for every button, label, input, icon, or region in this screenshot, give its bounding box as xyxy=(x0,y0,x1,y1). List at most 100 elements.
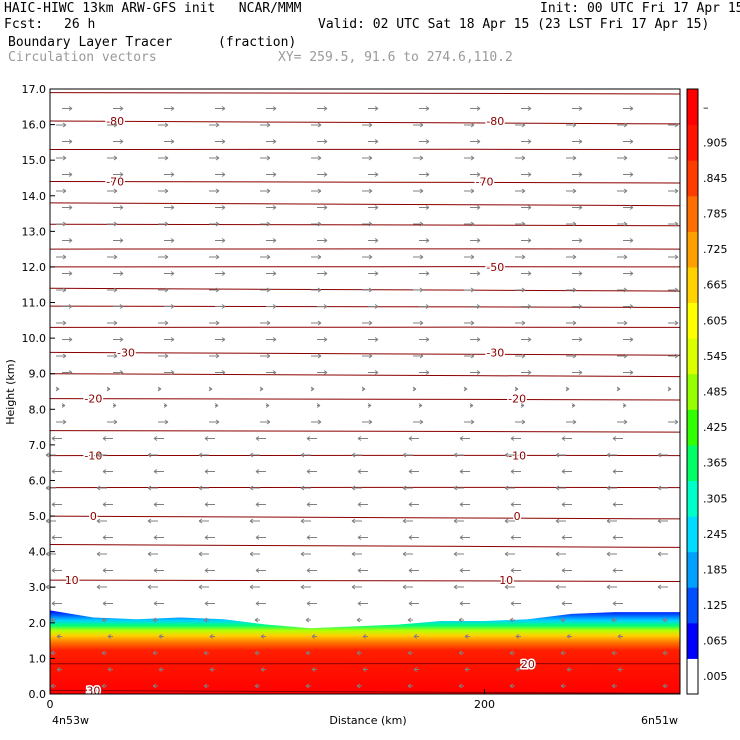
colorbar-label: .125 xyxy=(703,599,728,612)
wind-vector xyxy=(606,584,617,590)
wind-vector xyxy=(254,683,260,689)
wind-vector xyxy=(260,155,271,161)
wind-vector xyxy=(152,617,158,623)
wind-vector xyxy=(668,254,679,260)
wind-vector xyxy=(96,452,107,458)
colorbar-swatch xyxy=(687,444,698,481)
wind-vector xyxy=(510,469,521,474)
contour-label: -20 xyxy=(84,393,102,406)
wind-vector xyxy=(572,304,583,309)
wind-vector xyxy=(419,139,430,144)
wind-vector xyxy=(362,634,368,639)
wind-vector xyxy=(317,337,328,342)
temperature-contour xyxy=(49,430,681,433)
contour-label: -30 xyxy=(486,346,504,359)
wind-vector xyxy=(412,386,417,392)
wind-vector xyxy=(617,122,628,128)
wind-vector xyxy=(464,419,475,425)
temperature-contour xyxy=(49,515,681,520)
wind-vector xyxy=(215,106,226,111)
wind-vector xyxy=(668,188,679,194)
wind-vector xyxy=(317,238,328,243)
wind-vector xyxy=(204,535,215,540)
wind-vector xyxy=(402,485,413,491)
wind-vector xyxy=(260,188,271,194)
wind-vector xyxy=(147,584,158,590)
wind-vector xyxy=(158,254,169,260)
wind-vector xyxy=(470,106,481,111)
wind-vector xyxy=(668,320,679,326)
wind-vector xyxy=(657,518,668,524)
wind-vector xyxy=(368,106,379,111)
wind-vector xyxy=(571,403,576,408)
wind-vector xyxy=(515,287,526,293)
wind-vector xyxy=(606,518,617,524)
wind-vector xyxy=(255,601,266,606)
temperature-contour xyxy=(49,351,681,356)
wind-vector xyxy=(561,502,572,507)
wind-vector xyxy=(153,601,164,606)
wind-vector xyxy=(106,386,111,392)
wind-vector xyxy=(458,683,464,689)
wind-vector xyxy=(419,205,430,210)
y-axis-label: Height (km) xyxy=(4,359,17,425)
wind-vector xyxy=(566,188,577,194)
wind-vector xyxy=(362,667,368,672)
wind-vector xyxy=(158,287,169,293)
wind-vector xyxy=(521,304,532,309)
wind-vector xyxy=(317,205,328,210)
wind-vector xyxy=(453,551,464,557)
wind-vector xyxy=(260,419,271,425)
wind-vector xyxy=(209,254,220,260)
wind-vector xyxy=(113,271,124,276)
wind-vector xyxy=(572,271,583,276)
wind-vector xyxy=(357,568,368,573)
wind-vector xyxy=(623,139,634,144)
wind-vector xyxy=(617,320,628,326)
wind-vector xyxy=(362,287,373,293)
y-tick-label: 12.0 xyxy=(22,261,47,274)
wind-vector xyxy=(413,419,424,425)
wind-vector xyxy=(153,568,164,573)
wind-vector xyxy=(305,650,311,656)
wind-vector xyxy=(453,452,464,458)
wind-vector xyxy=(259,386,264,392)
wind-vector xyxy=(255,436,266,441)
wind-vector xyxy=(612,469,623,474)
wind-vector xyxy=(311,221,322,227)
wind-vector xyxy=(209,419,220,425)
model-title: HAIC-HIWC 13km ARW-GFS init NCAR/MMM xyxy=(4,1,302,16)
wind-vector xyxy=(101,650,107,656)
colorbar-swatch xyxy=(687,124,698,161)
wind-vector xyxy=(402,584,413,590)
wind-vector xyxy=(204,601,215,606)
wind-vector xyxy=(113,304,124,309)
wind-vector xyxy=(623,304,634,309)
y-tick-label: 0.0 xyxy=(29,688,47,701)
y-tick-label: 17.0 xyxy=(22,83,47,96)
wind-vector xyxy=(368,172,379,177)
wind-vector xyxy=(413,188,424,194)
wind-vector xyxy=(572,139,583,144)
wind-vector xyxy=(555,551,566,557)
wind-vector xyxy=(520,403,525,408)
wind-vector xyxy=(408,535,419,540)
wind-vector xyxy=(606,452,617,458)
wind-vector xyxy=(464,320,475,326)
wind-vector xyxy=(102,436,113,441)
wind-vector xyxy=(55,386,60,392)
wind-vector xyxy=(317,271,328,276)
wind-vector xyxy=(147,551,158,557)
wind-vector xyxy=(623,370,634,375)
wind-vector xyxy=(622,403,627,408)
wind-vector xyxy=(419,304,430,309)
wind-vector xyxy=(362,353,373,359)
wind-vector xyxy=(157,386,162,392)
wind-vector xyxy=(56,287,67,293)
wind-vector xyxy=(407,617,413,623)
x-tick-label: 0 xyxy=(47,698,54,711)
wind-vector xyxy=(617,634,623,639)
wind-vector xyxy=(515,634,521,639)
wind-vector xyxy=(510,601,521,606)
wind-vector xyxy=(464,353,475,359)
